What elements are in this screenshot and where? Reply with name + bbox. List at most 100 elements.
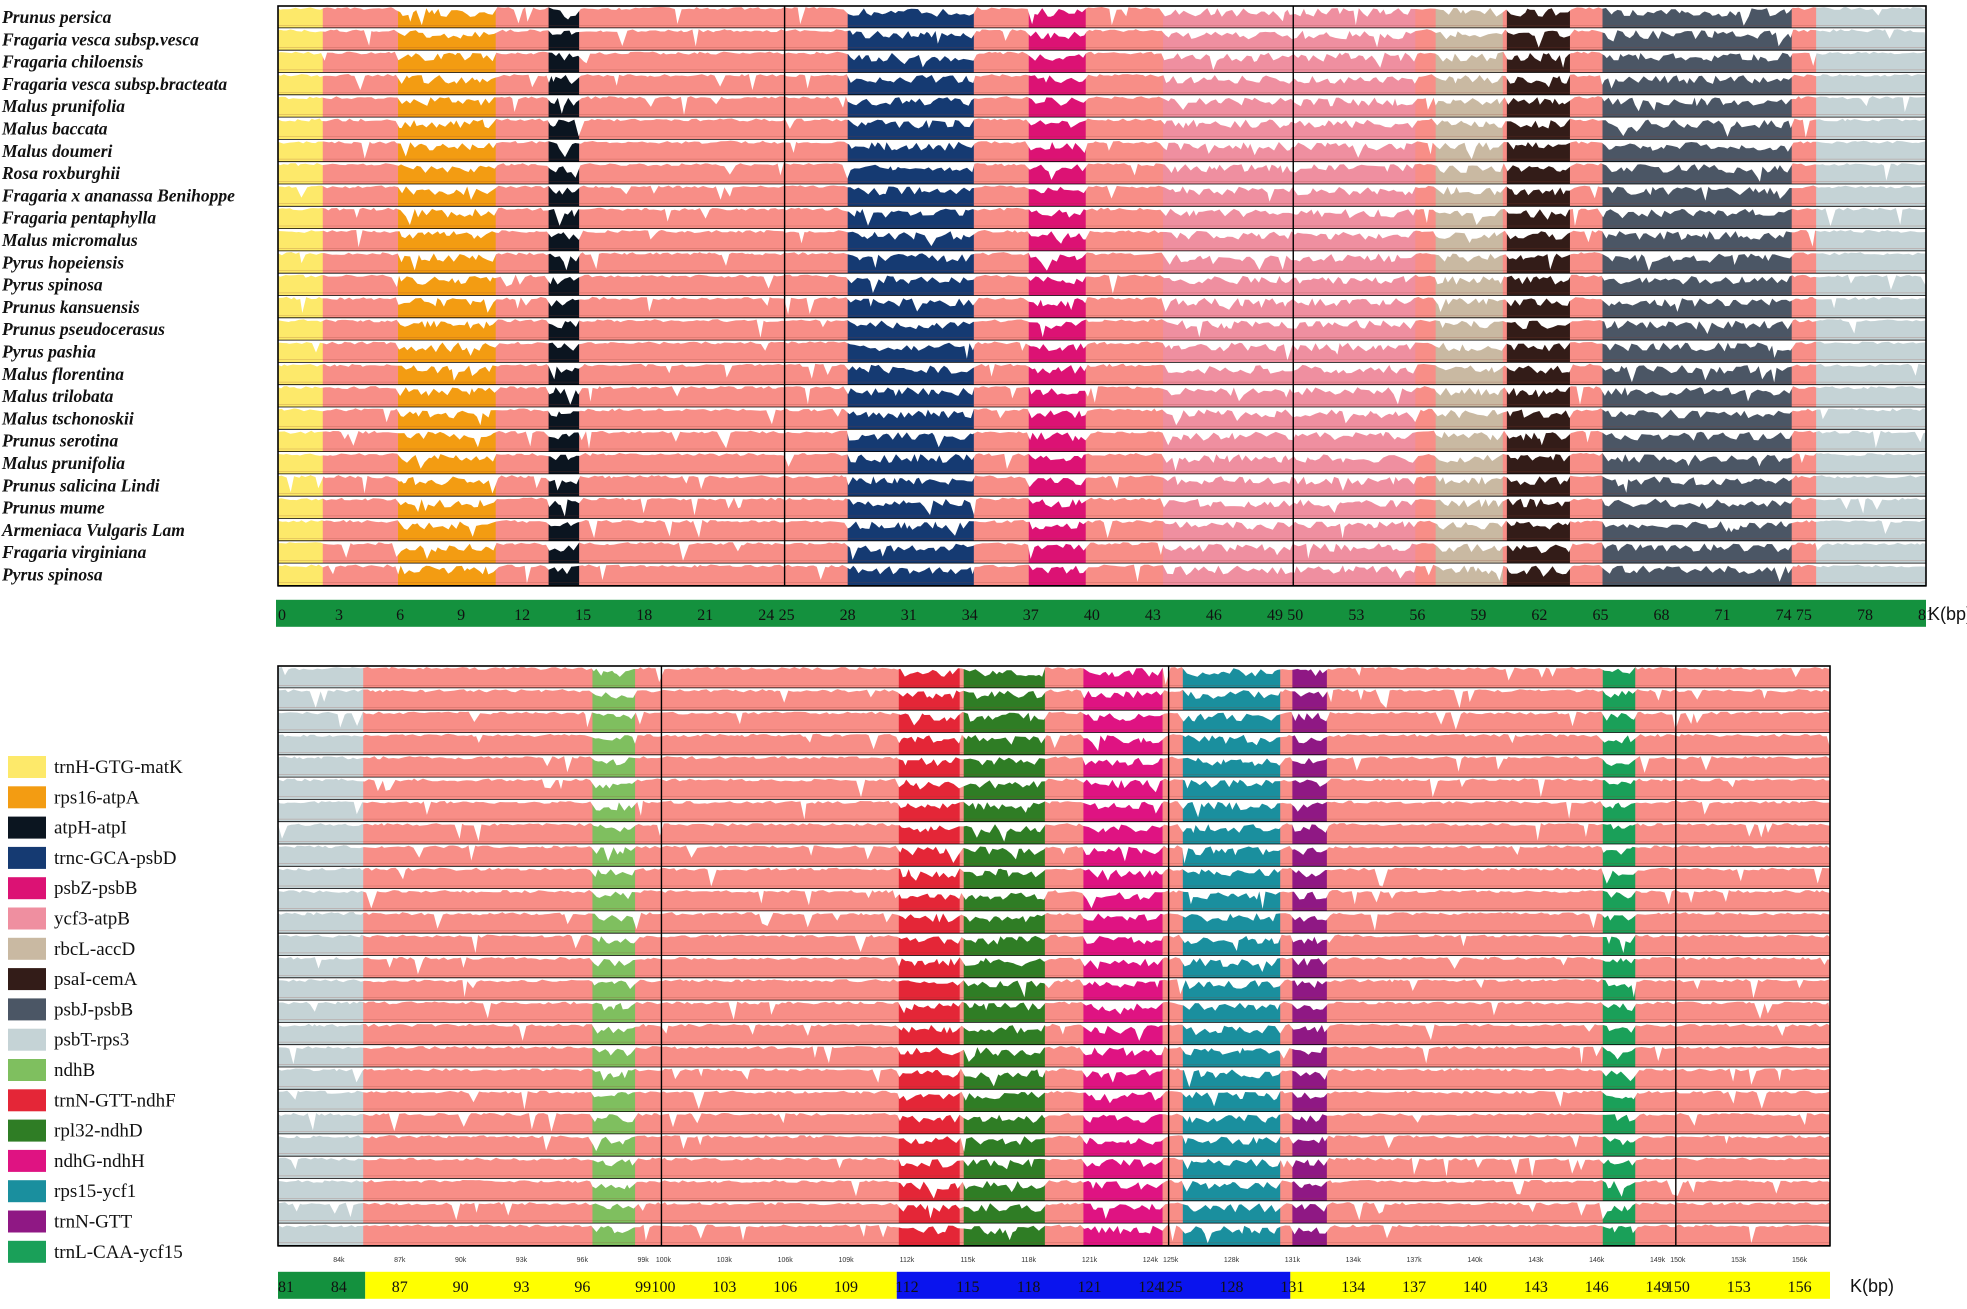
row-profile-gap xyxy=(278,1045,1830,1065)
row-profile-gap xyxy=(278,889,1830,909)
row-profile-gap xyxy=(278,666,1830,685)
legend-label: atpH-atpI xyxy=(54,818,127,839)
species-label: Armeniaca Vulgaris Lam xyxy=(1,520,185,540)
axis-tick-label: 150 xyxy=(1666,1279,1690,1296)
species-label: Malus prunifolia xyxy=(1,96,125,116)
row-profile-gap xyxy=(278,162,1926,182)
row-profile-gap xyxy=(278,117,1926,138)
axis-band xyxy=(278,1271,366,1299)
axis-tick-label: 49 xyxy=(1267,607,1283,624)
axis-tick-label: 140 xyxy=(1463,1279,1487,1296)
legend-label: ndhB xyxy=(54,1060,95,1081)
row-profile-gap xyxy=(278,6,1926,26)
species-label: Fragaria pentaphylla xyxy=(1,208,156,228)
fine-tick-label: 143k xyxy=(1528,1257,1544,1264)
fine-tick-label: 96k xyxy=(577,1257,589,1264)
axis-tick-label: 43 xyxy=(1145,607,1161,624)
species-label: Prunus serotina xyxy=(1,431,118,451)
species-label: Malus florentina xyxy=(1,364,124,384)
row-profile-gap xyxy=(278,139,1926,160)
legend-swatch xyxy=(8,846,46,869)
row-profile-gap xyxy=(278,688,1830,709)
fine-tick-label: 100k xyxy=(656,1257,672,1264)
fine-tick-label: 99k xyxy=(638,1257,650,1264)
axis-tick-label: 53 xyxy=(1348,607,1364,624)
axis-tick-label: 128 xyxy=(1220,1279,1244,1296)
species-label: Pyrus spinosa xyxy=(1,565,103,585)
axis-tick-label: 3 xyxy=(335,607,343,624)
axis-band xyxy=(276,599,1926,627)
legend-label: rps16-atpA xyxy=(54,787,140,808)
fine-tick-label: 150k xyxy=(1670,1257,1686,1264)
row-profile-gap xyxy=(278,866,1830,887)
axis-tick-label: 121 xyxy=(1078,1279,1102,1296)
species-label: Malus trilobata xyxy=(1,386,114,406)
legend-swatch xyxy=(8,756,46,778)
fine-tick-label: 106k xyxy=(778,1257,794,1264)
species-label: Pyrus spinosa xyxy=(1,275,103,295)
top-alignment-panel xyxy=(277,5,1927,587)
row-profile-gap xyxy=(278,541,1926,561)
species-label: Fragaria x ananassa Benihoppe xyxy=(1,185,235,205)
fine-tick-label: 149k xyxy=(1650,1257,1666,1264)
row-profile-gap xyxy=(278,1000,1830,1020)
axis-tick-label: 93 xyxy=(513,1279,529,1296)
axis-tick-label: 90 xyxy=(453,1279,469,1296)
fine-tick-label: 153k xyxy=(1731,1257,1747,1264)
row-profile-gap xyxy=(278,28,1926,48)
axis-tick-label: 115 xyxy=(956,1279,979,1296)
fine-tick-label: 121k xyxy=(1082,1257,1098,1264)
axis-band xyxy=(896,1271,1291,1299)
legend-label: psbJ-psbB xyxy=(54,999,133,1020)
row-profile-gap xyxy=(278,362,1926,383)
row-profile-gap xyxy=(278,474,1926,494)
legend-label: ycf3-atpB xyxy=(54,909,130,930)
axis-tick-label: 24 xyxy=(758,607,774,624)
row-profile-gap xyxy=(278,911,1830,931)
axis-tick-label: 6 xyxy=(396,607,404,624)
axis-tick-label: 50 xyxy=(1287,607,1303,624)
legend-label: rps15-ycf1 xyxy=(54,1181,136,1202)
legend-swatch xyxy=(8,937,46,960)
species-label: Malus doumeri xyxy=(1,141,113,161)
row-profile-gap xyxy=(278,1156,1830,1177)
axis-tick-label: 81 xyxy=(1918,607,1934,624)
row-profile-gap xyxy=(278,563,1926,584)
row-profile-gap xyxy=(278,933,1830,954)
legend-swatch xyxy=(8,877,46,900)
row-profile-gap xyxy=(278,496,1926,517)
legend-swatch xyxy=(8,1149,46,1172)
legend-label: trnN-GTT-ndhF xyxy=(54,1090,176,1111)
bottom-position-axis: 84k 87k 90k 93k 96k 99k 100k 103k 106k 109k 112k 11… xyxy=(278,1257,1894,1299)
axis-tick-label: 153 xyxy=(1727,1279,1751,1296)
axis-tick-label: 74 xyxy=(1776,607,1792,624)
row-profile-gap xyxy=(278,955,1830,975)
top-position-axis: 0 3 6 9 12 15 18 21 24 25 28 31 34 37 40 43 46 49 50 53 56 59… xyxy=(276,599,1967,627)
row-profile-gap xyxy=(278,50,1926,71)
row-profile-gap xyxy=(278,1089,1830,1110)
legend-swatch xyxy=(8,1180,46,1203)
legend-label: trnL-CAA-ycf15 xyxy=(54,1242,183,1263)
legend-label: psbZ-psbB xyxy=(54,878,137,899)
row-profile-gap xyxy=(278,452,1926,471)
row-profile-gap xyxy=(278,1022,1830,1041)
axis-tick-label: 156 xyxy=(1788,1279,1812,1296)
row-profile-gap xyxy=(278,295,1926,315)
species-label: Prunus pseudocerasus xyxy=(1,319,165,339)
row-profile-gap xyxy=(278,251,1926,271)
legend-swatch xyxy=(8,1210,46,1233)
row-profile-gap xyxy=(278,1134,1830,1152)
legend-label: ndhG-ndhH xyxy=(54,1151,145,1172)
legend-swatch xyxy=(8,1119,46,1142)
fine-tick-label: 128k xyxy=(1224,1257,1240,1264)
legend-label: psaI-cemA xyxy=(54,969,138,990)
fine-tick-label: 118k xyxy=(1021,1257,1036,1264)
axis-tick-label: 18 xyxy=(636,607,652,624)
legend-swatch xyxy=(8,1059,46,1081)
axis-tick-label: 62 xyxy=(1531,607,1547,624)
legend-label: trnH-GTG-matK xyxy=(54,757,183,778)
species-label: Rosa roxburghii xyxy=(1,163,120,183)
fine-tick-label: 115k xyxy=(960,1257,975,1264)
row-profile-gap xyxy=(278,710,1830,730)
